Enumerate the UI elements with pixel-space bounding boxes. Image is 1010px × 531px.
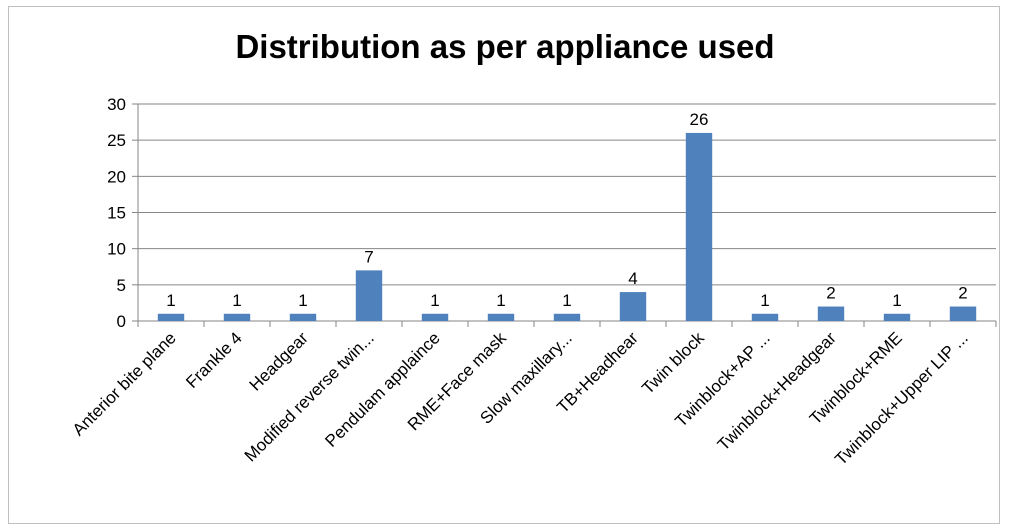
chart-title: Distribution as per appliance used — [235, 28, 775, 65]
data-label: 26 — [690, 110, 709, 129]
bar — [685, 132, 713, 321]
bar — [949, 306, 977, 321]
data-label: 4 — [628, 269, 637, 288]
data-label: 1 — [166, 291, 175, 310]
bar — [355, 270, 383, 321]
y-tick-label: 15 — [107, 204, 126, 223]
y-tick-label: 20 — [107, 167, 126, 186]
x-category-label: Pendulam applaince — [321, 328, 443, 450]
bar — [421, 313, 449, 321]
data-labels: 1 1 1 7 1 1 1 4 26 1 2 1 2 — [166, 110, 967, 310]
bar — [883, 313, 911, 321]
x-category-label: Anterior bite plane — [69, 328, 180, 439]
y-tick-label: 5 — [117, 276, 126, 295]
x-axis-category-labels: Anterior bite plane Frankle 4 HeadgearModi… — [69, 328, 972, 469]
x-category-label: Headgear — [246, 328, 312, 394]
data-label: 1 — [892, 291, 901, 310]
bar — [487, 313, 515, 321]
bar — [157, 313, 185, 321]
bar — [751, 313, 779, 321]
y-tick-label: 25 — [107, 131, 126, 150]
data-label: 1 — [760, 291, 769, 310]
chart-frame — [8, 6, 1000, 524]
y-axis-tick-labels: 0 5 10 15 20 25 30 — [107, 95, 126, 331]
bar — [289, 313, 317, 321]
y-tick-label: 30 — [107, 95, 126, 114]
y-tick-label: 10 — [107, 240, 126, 259]
bar — [223, 313, 251, 321]
x-category-label: Twinblock+Headgear — [714, 328, 840, 454]
bar — [817, 306, 845, 321]
bars — [157, 132, 977, 321]
data-label: 7 — [364, 247, 373, 266]
data-label: 2 — [826, 284, 835, 303]
data-label: 2 — [958, 284, 967, 303]
data-label: 1 — [496, 291, 505, 310]
y-tick-label: 0 — [117, 312, 126, 331]
data-label: 1 — [430, 291, 439, 310]
x-category-label: Twinblock+Upper LIP ... — [831, 328, 972, 469]
bar — [619, 292, 647, 321]
x-category-label: Modified reverse twin... — [241, 328, 378, 465]
x-category-label: Twin block — [638, 328, 708, 398]
gridlines — [138, 103, 996, 286]
bar — [553, 313, 581, 321]
data-label: 1 — [298, 291, 307, 310]
x-category-label: Frankle 4 — [182, 328, 246, 392]
data-label: 1 — [232, 291, 241, 310]
data-label: 1 — [562, 291, 571, 310]
